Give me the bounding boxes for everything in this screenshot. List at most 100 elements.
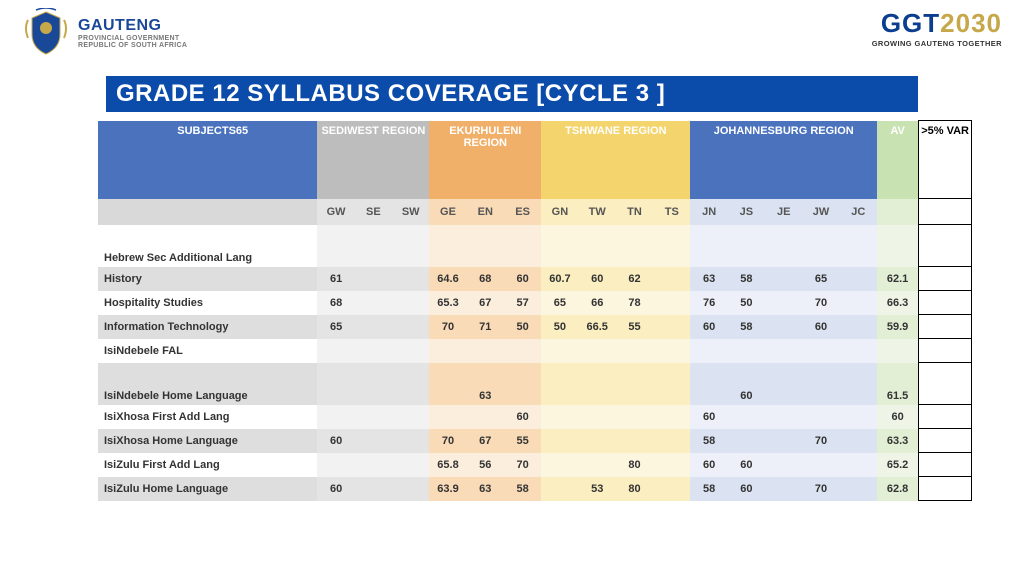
table-row: Information Technology657071505066.55560… bbox=[98, 315, 972, 339]
subject-cell: Hebrew Sec Additional Lang bbox=[98, 225, 317, 267]
value-cell bbox=[840, 429, 877, 453]
value-cell bbox=[317, 225, 354, 267]
value-cell bbox=[616, 429, 653, 453]
value-cell bbox=[840, 453, 877, 477]
value-cell: 66.5 bbox=[579, 315, 616, 339]
value-cell: 60 bbox=[504, 405, 541, 429]
ggt-t: T bbox=[923, 8, 940, 38]
value-cell bbox=[355, 363, 392, 405]
value-cell: 70 bbox=[802, 291, 839, 315]
value-cell bbox=[392, 291, 429, 315]
value-cell bbox=[653, 315, 690, 339]
ggt2030-logo: GGT2030 GROWING GAUTENG TOGETHER bbox=[872, 8, 1002, 48]
hdr2-d7: TW bbox=[579, 199, 616, 225]
hdr2-av bbox=[877, 199, 919, 225]
hdr-johannesburg: JOHANNESBURG REGION bbox=[690, 121, 877, 199]
table-row: IsiZulu First Add Lang65.8567080606065.2 bbox=[98, 453, 972, 477]
gov-logo-block: GAUTENG PROVINCIAL GOVERNMENT REPUBLIC O… bbox=[22, 8, 187, 58]
value-cell bbox=[616, 405, 653, 429]
hdr2-d6: GN bbox=[541, 199, 578, 225]
value-cell bbox=[653, 225, 690, 267]
av-cell: 65.2 bbox=[877, 453, 919, 477]
value-cell bbox=[765, 267, 802, 291]
value-cell bbox=[579, 453, 616, 477]
value-cell: 53 bbox=[579, 477, 616, 501]
ggt-sub: GROWING GAUTENG TOGETHER bbox=[872, 39, 1002, 48]
value-cell: 63.9 bbox=[429, 477, 466, 501]
value-cell: 63 bbox=[690, 267, 727, 291]
value-cell bbox=[765, 429, 802, 453]
value-cell: 61 bbox=[317, 267, 354, 291]
value-cell: 50 bbox=[541, 315, 578, 339]
value-cell bbox=[579, 225, 616, 267]
ggt-main: GGT2030 bbox=[872, 8, 1002, 39]
value-cell: 63 bbox=[467, 477, 504, 501]
value-cell bbox=[653, 429, 690, 453]
value-cell: 67 bbox=[467, 429, 504, 453]
value-cell: 57 bbox=[504, 291, 541, 315]
value-cell bbox=[429, 225, 466, 267]
value-cell bbox=[653, 339, 690, 363]
value-cell: 60 bbox=[317, 477, 354, 501]
value-cell: 60 bbox=[504, 267, 541, 291]
av-cell: 60 bbox=[877, 405, 919, 429]
value-cell: 64.6 bbox=[429, 267, 466, 291]
value-cell bbox=[355, 315, 392, 339]
value-cell bbox=[765, 291, 802, 315]
value-cell: 70 bbox=[802, 477, 839, 501]
value-cell bbox=[392, 267, 429, 291]
value-cell: 60 bbox=[690, 405, 727, 429]
value-cell bbox=[840, 477, 877, 501]
value-cell bbox=[616, 225, 653, 267]
var-cell bbox=[919, 315, 972, 339]
value-cell: 65.8 bbox=[429, 453, 466, 477]
value-cell bbox=[541, 225, 578, 267]
table-row: IsiNdebele FAL bbox=[98, 339, 972, 363]
value-cell bbox=[802, 339, 839, 363]
value-cell: 58 bbox=[690, 429, 727, 453]
value-cell: 62 bbox=[616, 267, 653, 291]
table-row: History6164.6686060.7606263586562.1 bbox=[98, 267, 972, 291]
table-row: Hebrew Sec Additional Lang bbox=[98, 225, 972, 267]
var-cell bbox=[919, 291, 972, 315]
subject-cell: IsiZulu First Add Lang bbox=[98, 453, 317, 477]
table-body: Hebrew Sec Additional LangHistory6164.66… bbox=[98, 225, 972, 501]
page-header: GAUTENG PROVINCIAL GOVERNMENT REPUBLIC O… bbox=[0, 0, 1024, 70]
hdr-tshwane: TSHWANE REGION bbox=[541, 121, 690, 199]
value-cell bbox=[541, 363, 578, 405]
gov-gauteng-label: GAUTENG bbox=[78, 17, 187, 35]
subject-cell: History bbox=[98, 267, 317, 291]
value-cell bbox=[355, 429, 392, 453]
hdr2-d3: GE bbox=[429, 199, 466, 225]
value-cell: 65.3 bbox=[429, 291, 466, 315]
value-cell bbox=[467, 225, 504, 267]
value-cell bbox=[429, 339, 466, 363]
value-cell: 78 bbox=[616, 291, 653, 315]
gov-text: GAUTENG PROVINCIAL GOVERNMENT REPUBLIC O… bbox=[78, 17, 187, 49]
value-cell bbox=[504, 339, 541, 363]
value-cell bbox=[392, 477, 429, 501]
value-cell bbox=[728, 405, 765, 429]
hdr2-d14: JC bbox=[840, 199, 877, 225]
value-cell: 76 bbox=[690, 291, 727, 315]
hdr-ekurhuleni: EKURHULENI REGION bbox=[429, 121, 541, 199]
coverage-table: SUBJECTS65 SEDIWEST REGION EKURHULENI RE… bbox=[98, 120, 972, 501]
value-cell bbox=[840, 363, 877, 405]
value-cell bbox=[616, 339, 653, 363]
table-row: Hospitality Studies6865.3675765667876507… bbox=[98, 291, 972, 315]
value-cell bbox=[355, 453, 392, 477]
value-cell: 58 bbox=[728, 315, 765, 339]
value-cell bbox=[541, 429, 578, 453]
subject-cell: IsiXhosa Home Language bbox=[98, 429, 317, 453]
value-cell: 58 bbox=[690, 477, 727, 501]
value-cell bbox=[429, 405, 466, 429]
ggt-2030: 2030 bbox=[940, 8, 1002, 38]
gov-sub1-label: PROVINCIAL GOVERNMENT bbox=[78, 35, 187, 42]
value-cell bbox=[579, 339, 616, 363]
hdr2-var bbox=[919, 199, 972, 225]
value-cell bbox=[728, 429, 765, 453]
value-cell bbox=[467, 339, 504, 363]
value-cell bbox=[317, 339, 354, 363]
value-cell: 80 bbox=[616, 453, 653, 477]
gov-sub2-label: REPUBLIC OF SOUTH AFRICA bbox=[78, 42, 187, 49]
